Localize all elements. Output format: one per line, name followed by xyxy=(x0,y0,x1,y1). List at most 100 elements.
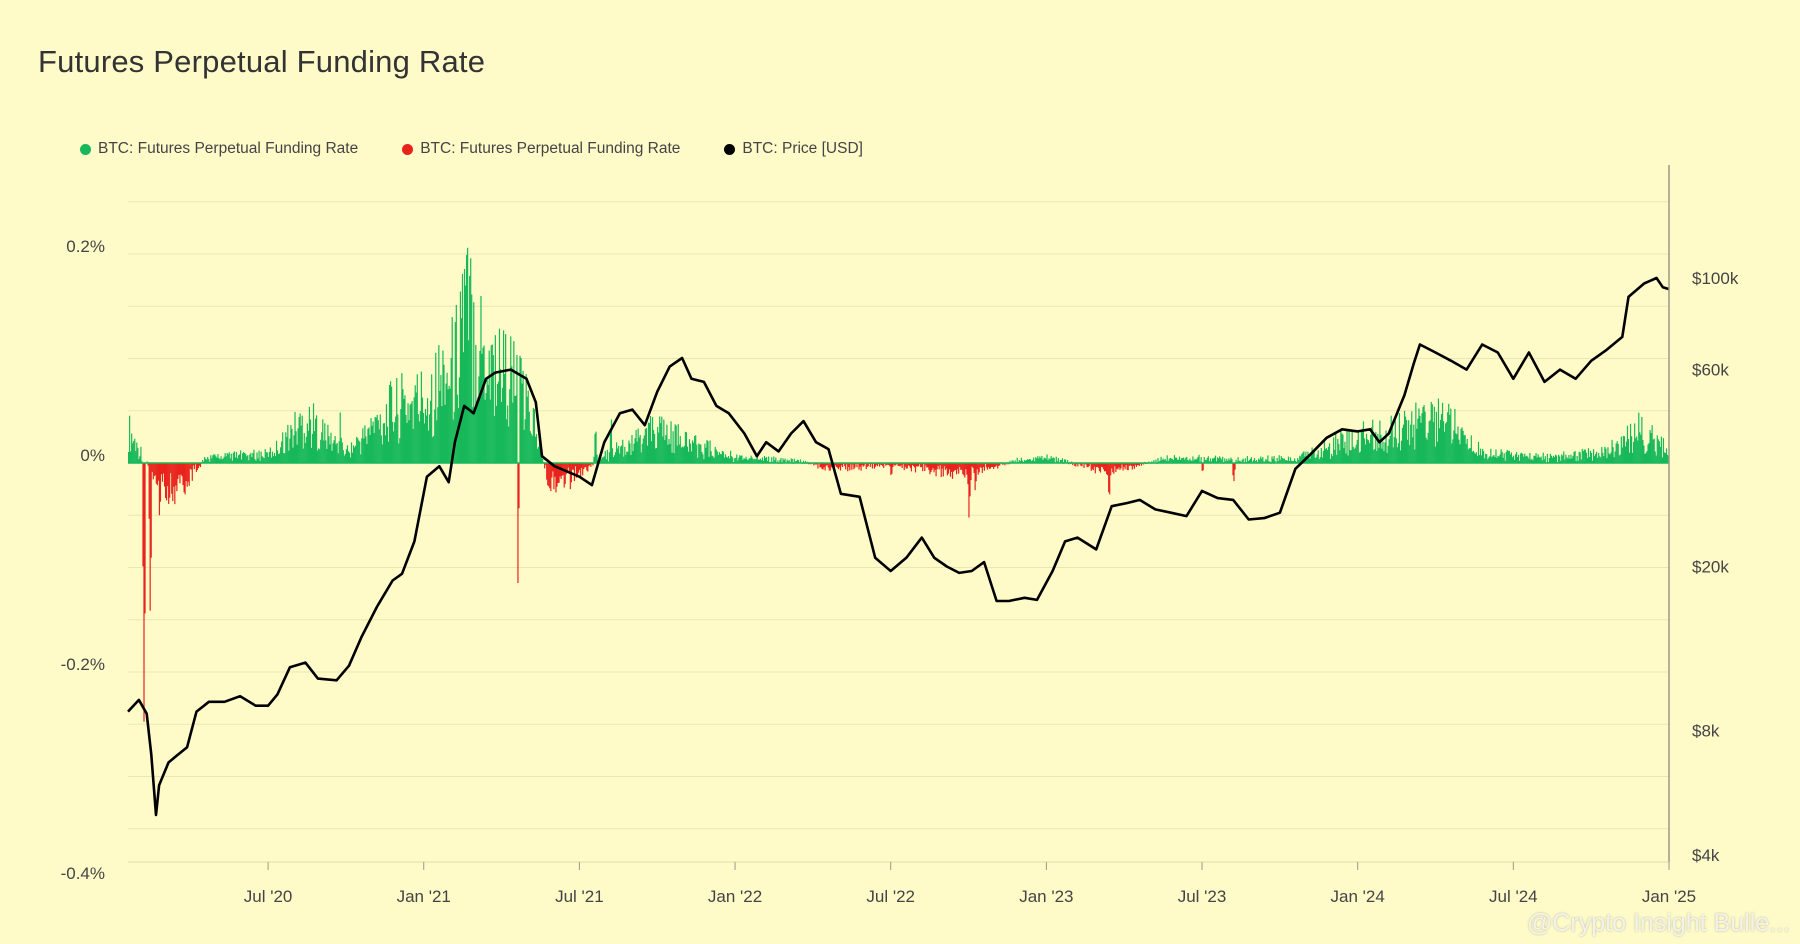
funding-bar-positive xyxy=(659,416,661,463)
funding-bar-negative xyxy=(580,463,582,479)
funding-bar-positive xyxy=(453,411,455,463)
funding-bar-positive xyxy=(717,454,719,463)
funding-bar-negative xyxy=(1114,463,1116,467)
price-line xyxy=(127,276,1670,817)
funding-bar-negative xyxy=(960,463,962,470)
funding-bar-positive xyxy=(493,416,495,463)
funding-bar-negative xyxy=(869,463,871,467)
funding-bar-positive xyxy=(594,433,596,463)
funding-bar-positive xyxy=(335,444,337,463)
funding-bar-negative xyxy=(581,463,583,469)
funding-bar-positive xyxy=(1342,434,1344,463)
funding-bar-negative xyxy=(996,463,998,466)
funding-bar-negative xyxy=(958,463,960,474)
funding-bar-positive xyxy=(234,457,237,463)
funding-bar-positive xyxy=(1318,459,1320,463)
funding-bar-positive xyxy=(457,408,459,463)
funding-bar-positive xyxy=(1309,458,1311,463)
funding-bar-positive xyxy=(1550,455,1553,463)
funding-bar-positive xyxy=(1503,453,1505,463)
funding-bar-negative xyxy=(929,463,931,475)
funding-bar-positive xyxy=(701,451,703,463)
funding-bar-positive xyxy=(1320,447,1322,463)
funding-bar-positive xyxy=(264,449,266,463)
funding-bar-positive xyxy=(1018,460,1020,463)
funding-bar-positive xyxy=(495,405,497,463)
funding-bar-positive xyxy=(414,385,416,463)
funding-bar-negative xyxy=(977,463,979,475)
funding-bar-positive xyxy=(1241,459,1243,463)
funding-bar-positive xyxy=(1649,430,1651,463)
funding-bar-positive xyxy=(349,457,352,463)
funding-bar-positive xyxy=(709,440,711,463)
legend-item-funding-negative[interactable]: BTC: Futures Perpetual Funding Rate xyxy=(402,140,680,158)
funding-bar-positive xyxy=(1564,459,1566,463)
funding-bar-positive xyxy=(426,398,429,463)
funding-bar-positive xyxy=(653,433,656,463)
funding-bar-negative xyxy=(173,463,175,487)
funding-bar-positive xyxy=(1522,453,1524,463)
funding-bar-positive xyxy=(797,460,800,463)
funding-bar-positive xyxy=(1353,448,1355,463)
funding-bar-positive xyxy=(720,454,722,463)
funding-bar-positive xyxy=(1454,408,1456,463)
funding-bar-negative xyxy=(905,463,907,469)
funding-bar-negative xyxy=(916,463,919,467)
funding-bar-positive xyxy=(677,424,679,463)
funding-bar-negative xyxy=(981,463,983,473)
funding-bar-positive xyxy=(1572,455,1574,463)
funding-bar-positive xyxy=(472,407,474,463)
funding-bar-negative xyxy=(848,463,850,467)
funding-bar-positive xyxy=(1175,457,1178,463)
x-tick-label: Jan '22 xyxy=(708,887,762,906)
funding-bar-positive xyxy=(1389,435,1391,463)
funding-bar-positive xyxy=(1226,458,1228,463)
funding-bar-positive xyxy=(1314,457,1316,463)
funding-bar-negative xyxy=(1137,463,1140,466)
funding-bar-positive xyxy=(440,375,442,463)
x-tick-label: Jul '21 xyxy=(555,887,604,906)
funding-bar-positive xyxy=(471,294,473,463)
grid-lines xyxy=(128,201,1669,830)
funding-bar-positive xyxy=(1388,439,1390,463)
funding-bar-negative xyxy=(934,463,936,470)
funding-bar-positive xyxy=(1179,459,1182,463)
funding-bar-positive xyxy=(404,395,406,463)
funding-bar-positive xyxy=(1591,460,1594,463)
funding-bar-positive xyxy=(1425,437,1427,463)
funding-bar-positive xyxy=(1471,451,1473,463)
funding-bar-positive xyxy=(310,447,313,463)
funding-bar-positive xyxy=(509,389,511,463)
funding-bar-negative xyxy=(154,463,156,476)
funding-bar-positive xyxy=(359,441,361,463)
funding-bar-positive xyxy=(1281,457,1283,463)
funding-bar-negative xyxy=(553,463,555,490)
funding-bar-positive xyxy=(713,457,715,463)
funding-bar-positive xyxy=(1602,452,1604,463)
legend-item-funding-positive[interactable]: BTC: Futures Perpetual Funding Rate xyxy=(80,140,358,158)
funding-bar-negative xyxy=(830,463,832,468)
funding-bar-negative xyxy=(180,463,182,475)
funding-bar-positive xyxy=(1384,442,1386,463)
funding-bar-positive xyxy=(384,435,387,463)
funding-bar-positive xyxy=(638,437,640,463)
funding-bar-negative xyxy=(181,463,183,477)
funding-bar-negative xyxy=(859,463,861,467)
funding-bar-negative xyxy=(1232,463,1234,476)
funding-bar-positive xyxy=(1360,429,1362,463)
funding-bar-positive xyxy=(432,437,434,463)
funding-bar-positive xyxy=(674,424,676,463)
legend-item-price[interactable]: BTC: Price [USD] xyxy=(724,140,863,158)
funding-bar-positive xyxy=(465,254,468,463)
funding-bar-positive xyxy=(629,443,631,463)
funding-bar-negative xyxy=(893,463,895,465)
funding-bar-negative xyxy=(1122,463,1124,471)
funding-bar-positive xyxy=(1028,458,1031,463)
funding-bar-positive xyxy=(761,457,764,463)
funding-bar-negative xyxy=(983,463,985,471)
funding-bar-positive xyxy=(1590,452,1593,463)
funding-bar-positive xyxy=(763,455,766,463)
funding-bar-negative xyxy=(1136,463,1139,466)
funding-bar-positive xyxy=(1613,457,1615,463)
funding-bar-positive xyxy=(1580,459,1582,463)
